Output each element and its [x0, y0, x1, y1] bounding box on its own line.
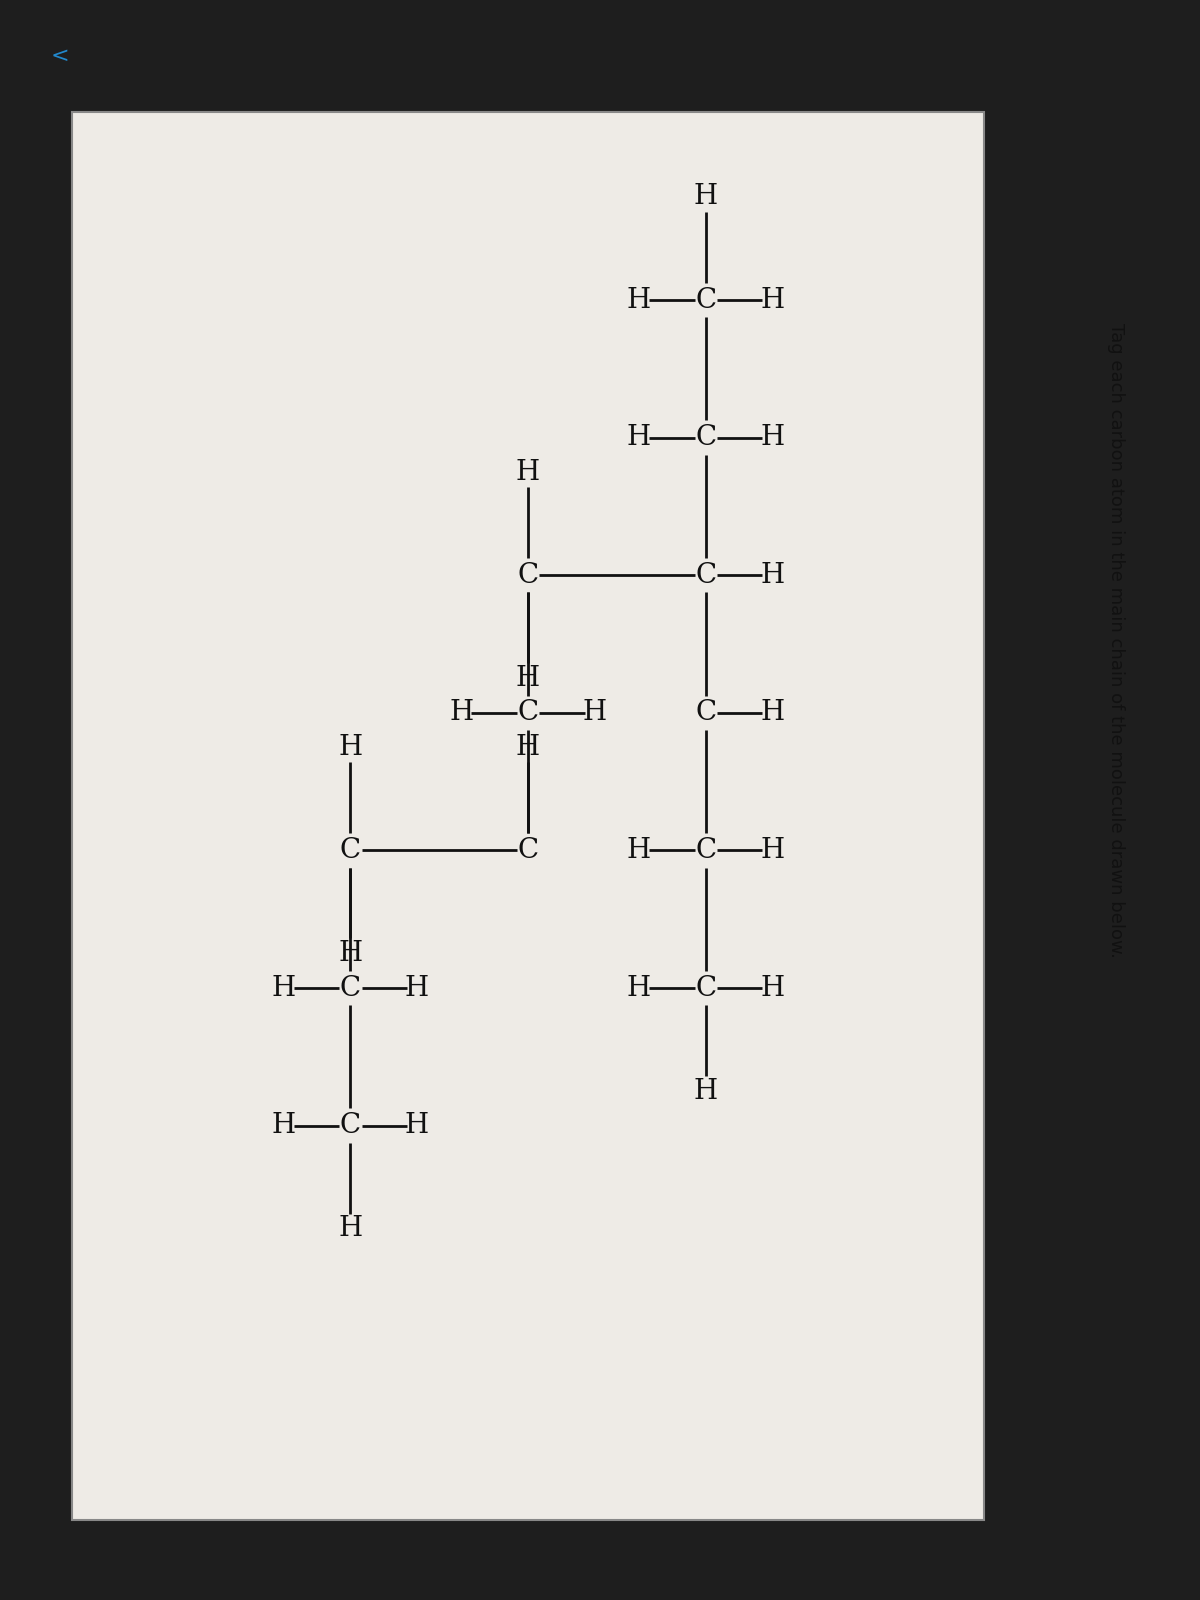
Text: Tag each carbon atom in the main chain of the molecule drawn below.: Tag each carbon atom in the main chain o… — [1108, 323, 1126, 957]
Text: C: C — [695, 286, 716, 314]
Text: H: H — [760, 699, 785, 726]
Text: H: H — [626, 974, 652, 1002]
Text: H: H — [626, 837, 652, 864]
Text: C: C — [340, 1112, 361, 1139]
Text: H: H — [271, 974, 296, 1002]
Text: C: C — [695, 837, 716, 864]
Text: H: H — [694, 1078, 718, 1104]
Text: H: H — [338, 941, 362, 966]
Text: H: H — [760, 424, 785, 451]
Text: C: C — [695, 974, 716, 1002]
Text: H: H — [404, 974, 430, 1002]
Text: C: C — [517, 699, 539, 726]
Text: C: C — [695, 562, 716, 589]
Text: C: C — [340, 974, 361, 1002]
Text: H: H — [516, 666, 540, 691]
Text: H: H — [338, 1216, 362, 1242]
Text: H: H — [760, 286, 785, 314]
Text: H: H — [582, 699, 607, 726]
Text: H: H — [694, 184, 718, 210]
Text: H: H — [516, 734, 540, 760]
Text: <: < — [50, 46, 70, 66]
Text: C: C — [340, 837, 361, 864]
FancyBboxPatch shape — [72, 112, 984, 1520]
Text: C: C — [517, 562, 539, 589]
Text: H: H — [626, 286, 652, 314]
Text: H: H — [626, 424, 652, 451]
Text: H: H — [449, 699, 474, 726]
Text: H: H — [760, 837, 785, 864]
Text: H: H — [338, 734, 362, 760]
Text: H: H — [516, 459, 540, 485]
Text: H: H — [404, 1112, 430, 1139]
Text: C: C — [517, 837, 539, 864]
Text: H: H — [760, 562, 785, 589]
Text: C: C — [695, 424, 716, 451]
Text: H: H — [271, 1112, 296, 1139]
Text: C: C — [695, 699, 716, 726]
Text: H: H — [760, 974, 785, 1002]
